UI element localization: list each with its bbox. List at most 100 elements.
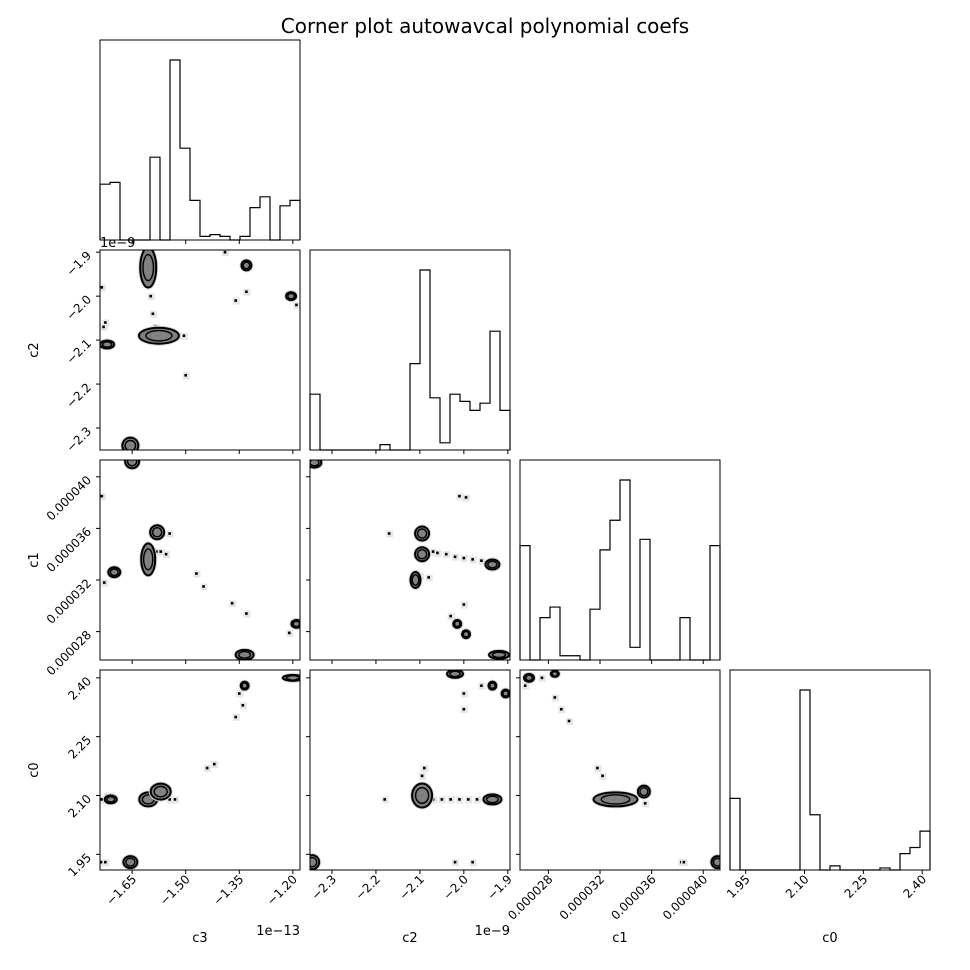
y-tick-label-c0: 1.95 (65, 851, 94, 880)
scatter-point (151, 312, 155, 316)
scatter-point (471, 860, 474, 864)
x-axis-label-c1: c1 (612, 931, 627, 946)
x-tick-label-c0: 2.25 (842, 872, 871, 901)
y-tick-label-c1: 0.000028 (44, 628, 94, 678)
scatter-point (462, 692, 466, 695)
contour-level (144, 796, 152, 803)
contour-level (411, 574, 420, 586)
contour-level (491, 651, 507, 659)
scatter-point (475, 798, 479, 801)
y-axis-label-c2: c2 (27, 342, 42, 357)
contour-level (416, 548, 428, 560)
contour-level (145, 261, 152, 275)
contour-level (551, 671, 559, 677)
pair-panel-c3-c2 (100, 250, 300, 450)
histogram-frame-c3 (99, 39, 301, 241)
x-tick-label-c2: −1.9 (484, 872, 515, 903)
scatter-point (287, 631, 291, 635)
y-tick-label-c0: 2.25 (65, 733, 94, 762)
y-tick-label-c2: −1.9 (64, 248, 95, 279)
scatter-point (480, 559, 483, 562)
scatter-point (100, 860, 104, 864)
contour-level (503, 691, 508, 696)
scatter-point (464, 496, 468, 499)
scatter-point (431, 550, 435, 553)
x-tick-label-c0: 1.95 (724, 872, 753, 901)
x-tick-label-c1: 0.000028 (505, 872, 555, 922)
contour-level (487, 560, 498, 569)
contour-level (244, 263, 249, 268)
contour-level (311, 460, 318, 465)
histogram-c1 (519, 479, 721, 661)
y-axis-label-c0: c0 (27, 762, 42, 777)
contour-level (127, 859, 134, 865)
scatter-point (427, 576, 430, 579)
histogram-c0 (729, 689, 931, 871)
x-tick-label-c1: 0.000040 (660, 872, 710, 922)
scatter-point (230, 601, 234, 605)
contour-level (108, 797, 114, 802)
contour-level (287, 292, 296, 300)
x-tick-label-c3: −1.35 (210, 872, 246, 908)
contour-level (125, 857, 136, 867)
scatter-point (523, 684, 527, 687)
contour-level (129, 460, 135, 464)
contour-level (495, 653, 503, 657)
contour-level (416, 528, 428, 539)
contour-level (104, 342, 110, 347)
x-offset-label-c2: 1e−9 (475, 924, 510, 939)
scatter-point (100, 494, 104, 498)
x-tick-label-c1: 0.000036 (608, 872, 658, 922)
pair-panel-c2-c0 (310, 670, 510, 870)
scatter-point (195, 572, 198, 575)
contour-level (419, 551, 425, 557)
contour-level (142, 548, 154, 571)
histogram-c2 (309, 269, 511, 451)
scatter-point (102, 581, 106, 584)
contour-level (145, 554, 151, 565)
scatter-point (453, 860, 457, 864)
y-tick-label-c2: −2.0 (64, 292, 95, 323)
contour-level (600, 794, 631, 805)
scatter-point (559, 707, 563, 711)
contour-level (124, 439, 137, 450)
contour-level (418, 791, 426, 800)
scatter-point (245, 290, 248, 294)
scatter-point (155, 550, 159, 553)
contour-level (109, 568, 119, 577)
contour-level (289, 676, 297, 680)
contour-level (111, 570, 117, 575)
scatter-point (104, 860, 107, 864)
contour-level (238, 650, 252, 659)
scatter-point (387, 532, 391, 535)
contour-level (310, 460, 320, 467)
x-axis-label-c3: c3 (192, 931, 207, 946)
contour-level (452, 672, 459, 676)
contour-level (464, 632, 468, 636)
contour-level (106, 796, 116, 803)
scatter-point (159, 550, 163, 553)
scatter-point (182, 334, 186, 338)
contour-level (294, 622, 299, 626)
x-tick-label-c1: 0.000032 (557, 872, 607, 922)
contour-level (712, 857, 720, 867)
scatter-point (553, 696, 557, 699)
x-tick-label-c2: −2.0 (440, 872, 471, 903)
contour-level (127, 442, 134, 449)
scatter-point (462, 707, 466, 711)
pair-frame-c3-c1 (99, 459, 301, 661)
contour-level (449, 670, 461, 678)
contour-level (153, 785, 168, 798)
scatter-point (567, 719, 571, 723)
scatter-point (682, 860, 686, 864)
x-axis-label-c0: c0 (822, 931, 837, 946)
scatter-point (245, 612, 248, 615)
pair-panel-c3-c1 (100, 460, 300, 660)
scatter-point (164, 552, 168, 556)
x-axis-label-c2: c2 (402, 931, 417, 946)
contour-level (242, 683, 247, 688)
contour-level (152, 332, 166, 339)
y-tick-label-c1: 0.000040 (44, 473, 94, 523)
x-tick-label-c2: −2.1 (397, 872, 428, 903)
scatter-point (462, 556, 466, 560)
